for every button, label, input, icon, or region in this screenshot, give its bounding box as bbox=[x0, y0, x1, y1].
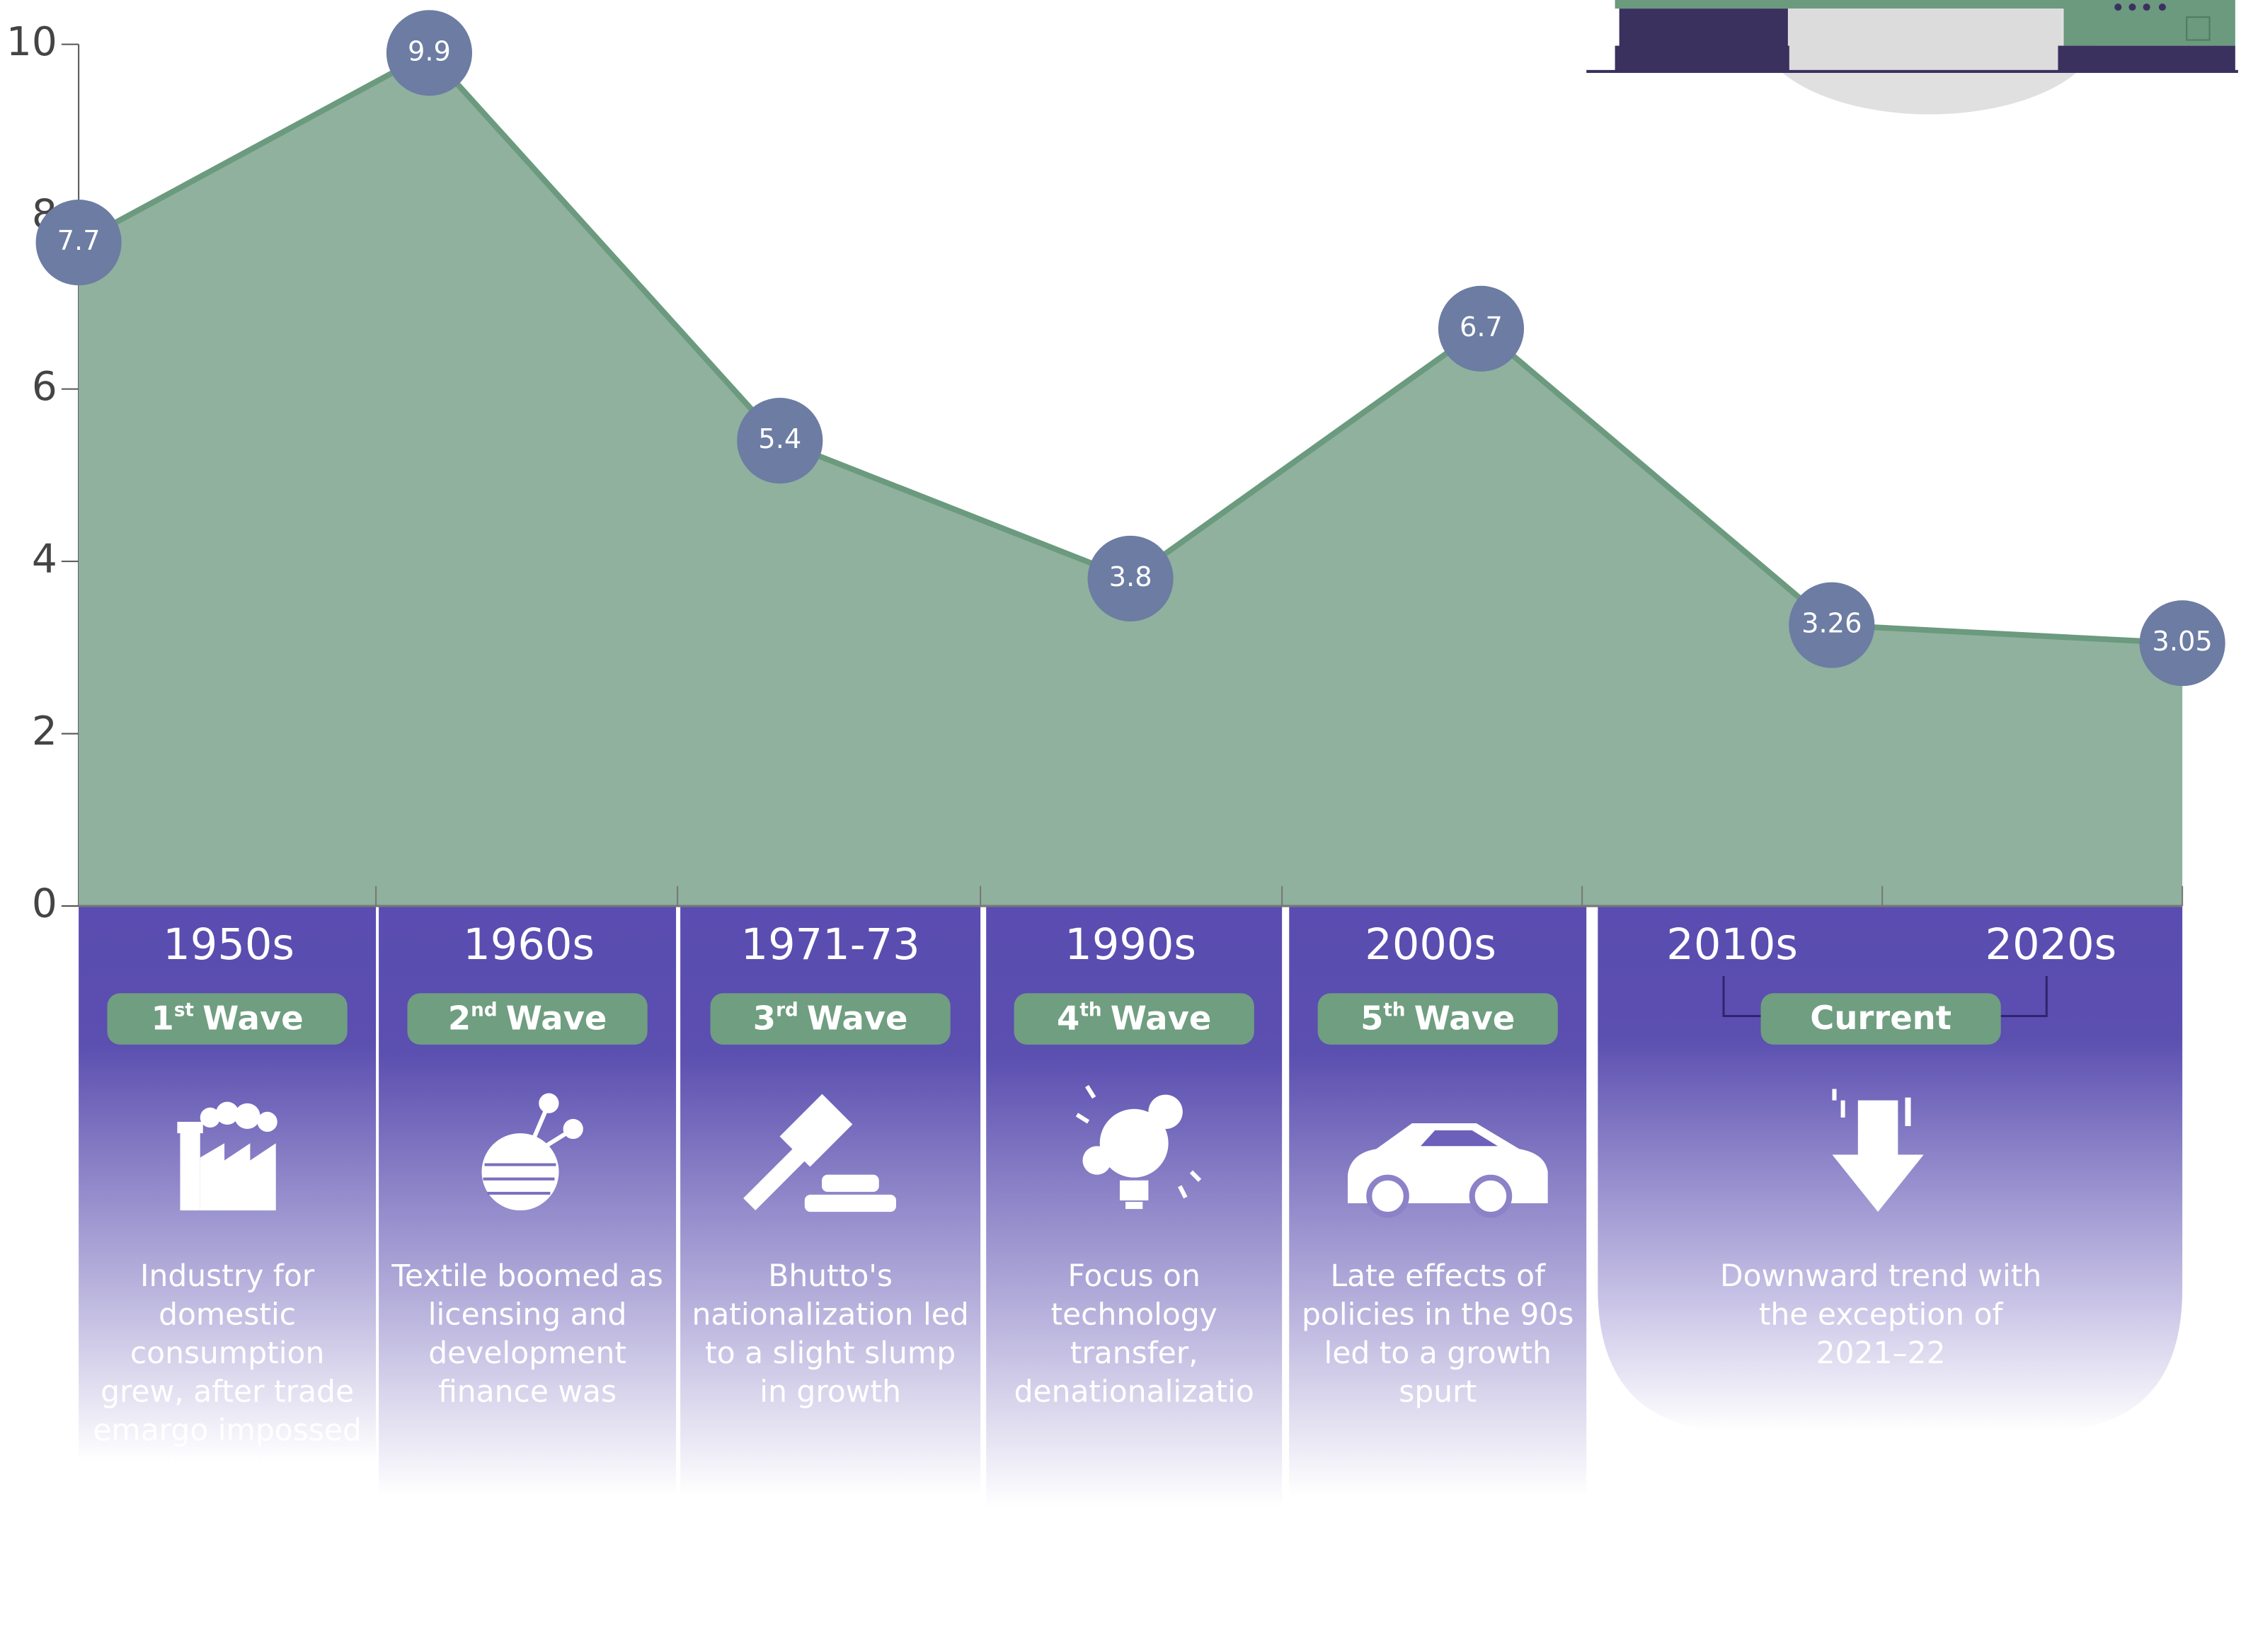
wave-suffix: rd bbox=[776, 999, 798, 1021]
description-box: Late effects of policies in the 90s led … bbox=[1300, 1258, 1575, 1544]
wave-ordinal: 1 bbox=[151, 999, 174, 1037]
description-box: Focus on technology transfer, denational… bbox=[997, 1258, 1271, 1544]
description: Bhutto's nationalization led to a slight… bbox=[692, 1258, 969, 1412]
x-tick-label: 2020s bbox=[1985, 920, 2117, 970]
x-tick-label: 1971-73 bbox=[741, 920, 920, 970]
plot: 1950s 1960s 1971-73 1990s 2000s 2010s 2020s 0 2 4… bbox=[6, 10, 2225, 970]
y-tick-label: 4 bbox=[32, 537, 57, 583]
wave-label: 1st Wave bbox=[151, 999, 304, 1037]
wave-suffix: st bbox=[174, 999, 194, 1021]
wave-word: Wave bbox=[202, 999, 304, 1037]
y-tick-label: 2 bbox=[32, 709, 57, 755]
description: Industry for domestic consumption grew, … bbox=[90, 1258, 365, 1489]
x-tick-label: 2000s bbox=[1365, 920, 1496, 970]
wave-ordinal: 3 bbox=[753, 999, 776, 1037]
value-label: 3.05 bbox=[2152, 626, 2212, 658]
wave-ordinal: 2 bbox=[448, 999, 471, 1037]
illustration bbox=[1586, 0, 2238, 115]
value-label: 6.7 bbox=[1460, 311, 1503, 343]
wave-word: Wave bbox=[807, 999, 908, 1037]
description-box: Downward trend with the exception of 202… bbox=[1709, 1258, 2053, 1401]
value-label: 3.26 bbox=[1801, 608, 1862, 640]
description: Downward trend with the exception of 202… bbox=[1709, 1258, 2053, 1374]
wave-ordinal: 4 bbox=[1057, 999, 1079, 1037]
wave-suffix: th bbox=[1383, 999, 1405, 1021]
chart: 1st Wave Industry for domestic consumption… bbox=[0, 0, 2241, 1652]
x-tick-label: 1990s bbox=[1065, 920, 1196, 970]
wave-word: Wave bbox=[1111, 999, 1212, 1037]
x-tick-label: 1950s bbox=[163, 920, 294, 970]
wave-word: Wave bbox=[1414, 999, 1515, 1037]
y-tick-label: 0 bbox=[32, 881, 57, 927]
current-label: Current bbox=[1810, 999, 1951, 1037]
value-label: 9.9 bbox=[408, 35, 451, 67]
value-label: 3.8 bbox=[1109, 561, 1152, 593]
value-label: 5.4 bbox=[758, 423, 801, 455]
value-label: 7.7 bbox=[57, 225, 101, 257]
wave-suffix: th bbox=[1079, 999, 1101, 1021]
x-tick-label: 1960s bbox=[463, 920, 595, 970]
description-box: Textile boomed as licensing and developm… bbox=[390, 1258, 665, 1544]
wave-word: Wave bbox=[506, 999, 607, 1037]
cards: 1st Wave Industry for domestic consumption… bbox=[79, 906, 2182, 1652]
description: Focus on technology transfer, denational… bbox=[997, 1258, 1271, 1412]
y-tick-label: 6 bbox=[32, 364, 57, 410]
wave-ordinal: 5 bbox=[1360, 999, 1383, 1037]
description: Late effects of policies in the 90s led … bbox=[1300, 1258, 1575, 1412]
description: Textile boomed as licensing and developm… bbox=[390, 1258, 665, 1412]
y-tick-label: 10 bbox=[6, 19, 57, 65]
area bbox=[79, 53, 2182, 906]
description-box: Bhutto's nationalization led to a slight… bbox=[692, 1258, 969, 1544]
x-tick-label: 2010s bbox=[1666, 920, 1798, 970]
wave-suffix: nd bbox=[471, 999, 497, 1021]
description-box: Industry for domestic consumption grew, … bbox=[90, 1258, 365, 1544]
